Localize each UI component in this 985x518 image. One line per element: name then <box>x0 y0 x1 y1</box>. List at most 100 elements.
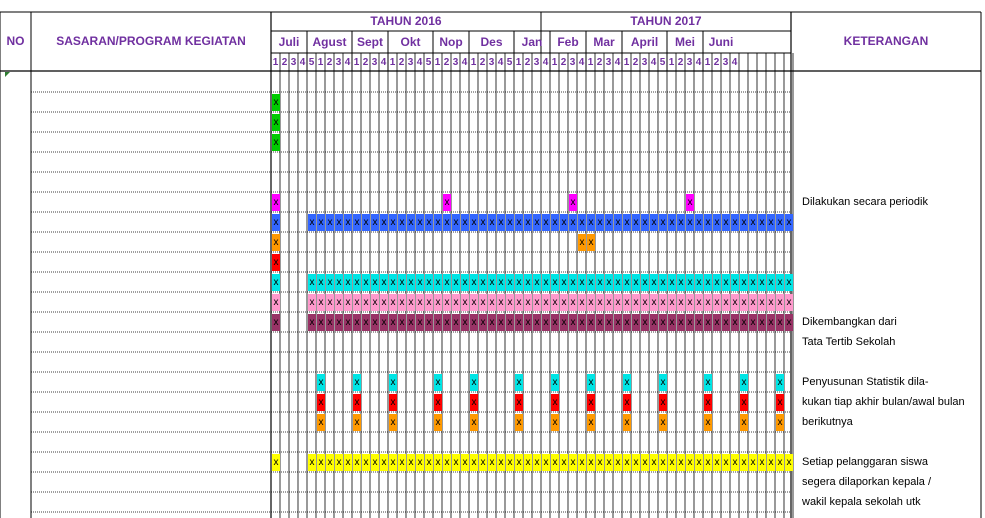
schedule-cell-cyan: x <box>668 274 676 291</box>
schedule-cell-cyan: x <box>272 274 280 291</box>
schedule-cell-orange: x <box>470 414 478 431</box>
schedule-cell-orange: x <box>272 234 280 251</box>
schedule-cell-yellow: x <box>407 454 415 471</box>
schedule-cell-yellow: x <box>614 454 622 471</box>
schedule-cell-blue: x <box>470 214 478 231</box>
schedule-cell-pink: x <box>425 294 433 311</box>
schedule-cell-maroon: x <box>659 314 667 331</box>
week-label: 4 <box>380 56 387 68</box>
week-label: 4 <box>578 56 585 68</box>
schedule-cell-blue: x <box>758 214 766 231</box>
schedule-cell-red: x <box>353 394 361 411</box>
schedule-cell-cyan: x <box>371 274 379 291</box>
month-label-mar: Mar <box>593 35 615 49</box>
week-label: 1 <box>623 56 630 68</box>
week-label: 5 <box>506 56 513 68</box>
schedule-cell-maroon: x <box>326 314 334 331</box>
week-label: 1 <box>272 56 279 68</box>
schedule-cell-green: x <box>272 114 280 131</box>
schedule-cell-cyan: x <box>335 274 343 291</box>
month-label-april: April <box>630 35 659 49</box>
week-label: 3 <box>641 56 648 68</box>
schedule-cell-pink: x <box>722 294 730 311</box>
week-label: 3 <box>533 56 540 68</box>
schedule-cell-pink: x <box>497 294 505 311</box>
schedule-cell-pink: x <box>308 294 316 311</box>
schedule-cell-red: x <box>776 394 784 411</box>
schedule-cell-pink: x <box>389 294 397 311</box>
schedule-cell-maroon: x <box>371 314 379 331</box>
week-label: 1 <box>551 56 558 68</box>
schedule-cell-maroon: x <box>677 314 685 331</box>
schedule-cell-pink: x <box>335 294 343 311</box>
schedule-cell-pink: x <box>551 294 559 311</box>
schedule-cell-red: x <box>470 394 478 411</box>
schedule-cell-blue: x <box>389 214 397 231</box>
schedule-cell-maroon: x <box>398 314 406 331</box>
keterangan-note: Tata Tertib Sekolah <box>802 336 896 348</box>
schedule-cell-yellow: x <box>515 454 523 471</box>
keterangan-note: berikutnya <box>802 416 853 428</box>
schedule-cell-cyan: x <box>407 274 415 291</box>
schedule-cell-maroon: x <box>668 314 676 331</box>
schedule-cell-pink: x <box>380 294 388 311</box>
month-label-juli: Juli <box>278 35 300 49</box>
schedule-cell-cyan: x <box>497 274 505 291</box>
schedule-cell-maroon: x <box>362 314 370 331</box>
week-label: 1 <box>434 56 441 68</box>
schedule-cell-pink: x <box>686 294 694 311</box>
schedule-cell-maroon: x <box>722 314 730 331</box>
schedule-cell-cyan: x <box>623 374 631 391</box>
schedule-cell-blue: x <box>425 214 433 231</box>
schedule-cell-maroon: x <box>380 314 388 331</box>
schedule-cell-yellow: x <box>569 454 577 471</box>
schedule-cell-blue: x <box>416 214 424 231</box>
schedule-cell-pink: x <box>407 294 415 311</box>
schedule-cell-blue: x <box>452 214 460 231</box>
schedule-cell-blue: x <box>560 214 568 231</box>
schedule-cell-pink: x <box>659 294 667 311</box>
schedule-cell-pink: x <box>416 294 424 311</box>
schedule-cell-green: x <box>272 134 280 151</box>
header-no: NO <box>6 34 25 48</box>
schedule-cell-blue: x <box>542 214 550 231</box>
schedule-cell-yellow: x <box>677 454 685 471</box>
schedule-cell-maroon: x <box>749 314 757 331</box>
schedule-cell-maroon: x <box>767 314 775 331</box>
schedule-cell-blue: x <box>596 214 604 231</box>
schedule-cell-cyan: x <box>749 274 757 291</box>
schedule-cell-cyan: x <box>470 374 478 391</box>
schedule-cell-pink: x <box>578 294 586 311</box>
schedule-cell-maroon: x <box>587 314 595 331</box>
schedule-cell-pink: x <box>569 294 577 311</box>
schedule-cell-orange: x <box>659 414 667 431</box>
schedule-cell-yellow: x <box>479 454 487 471</box>
schedule-cell-cyan: x <box>344 274 352 291</box>
schedule-cell-blue: x <box>461 214 469 231</box>
schedule-cell-yellow: x <box>596 454 604 471</box>
schedule-cell-red: x <box>272 254 280 271</box>
schedule-cell-cyan: x <box>587 274 595 291</box>
schedule-cell-pink: x <box>524 294 532 311</box>
schedule-cell-blue: x <box>632 214 640 231</box>
schedule-cell-blue: x <box>677 214 685 231</box>
schedule-cell-pink: x <box>758 294 766 311</box>
schedule-cell-yellow: x <box>731 454 739 471</box>
schedule-cell-yellow: x <box>335 454 343 471</box>
schedule-cell-blue: x <box>749 214 757 231</box>
month-label-jan: Jan <box>521 35 543 49</box>
schedule-cell-blue: x <box>785 214 793 231</box>
schedule-cell-yellow: x <box>542 454 550 471</box>
schedule-cell-pink: x <box>362 294 370 311</box>
schedule-cell-orange: x <box>578 234 586 251</box>
schedule-cell-cyan: x <box>758 274 766 291</box>
schedule-cell-red: x <box>551 394 559 411</box>
week-label: 2 <box>713 56 720 68</box>
schedule-cell-yellow: x <box>605 454 613 471</box>
schedule-cell-orange: x <box>587 234 595 251</box>
month-label-agust: Agust <box>312 35 347 49</box>
schedule-cell-blue: x <box>668 214 676 231</box>
month-label-okt: Okt <box>400 35 421 49</box>
month-label-juni: Juni <box>708 35 734 49</box>
schedule-cell-cyan: x <box>317 374 325 391</box>
